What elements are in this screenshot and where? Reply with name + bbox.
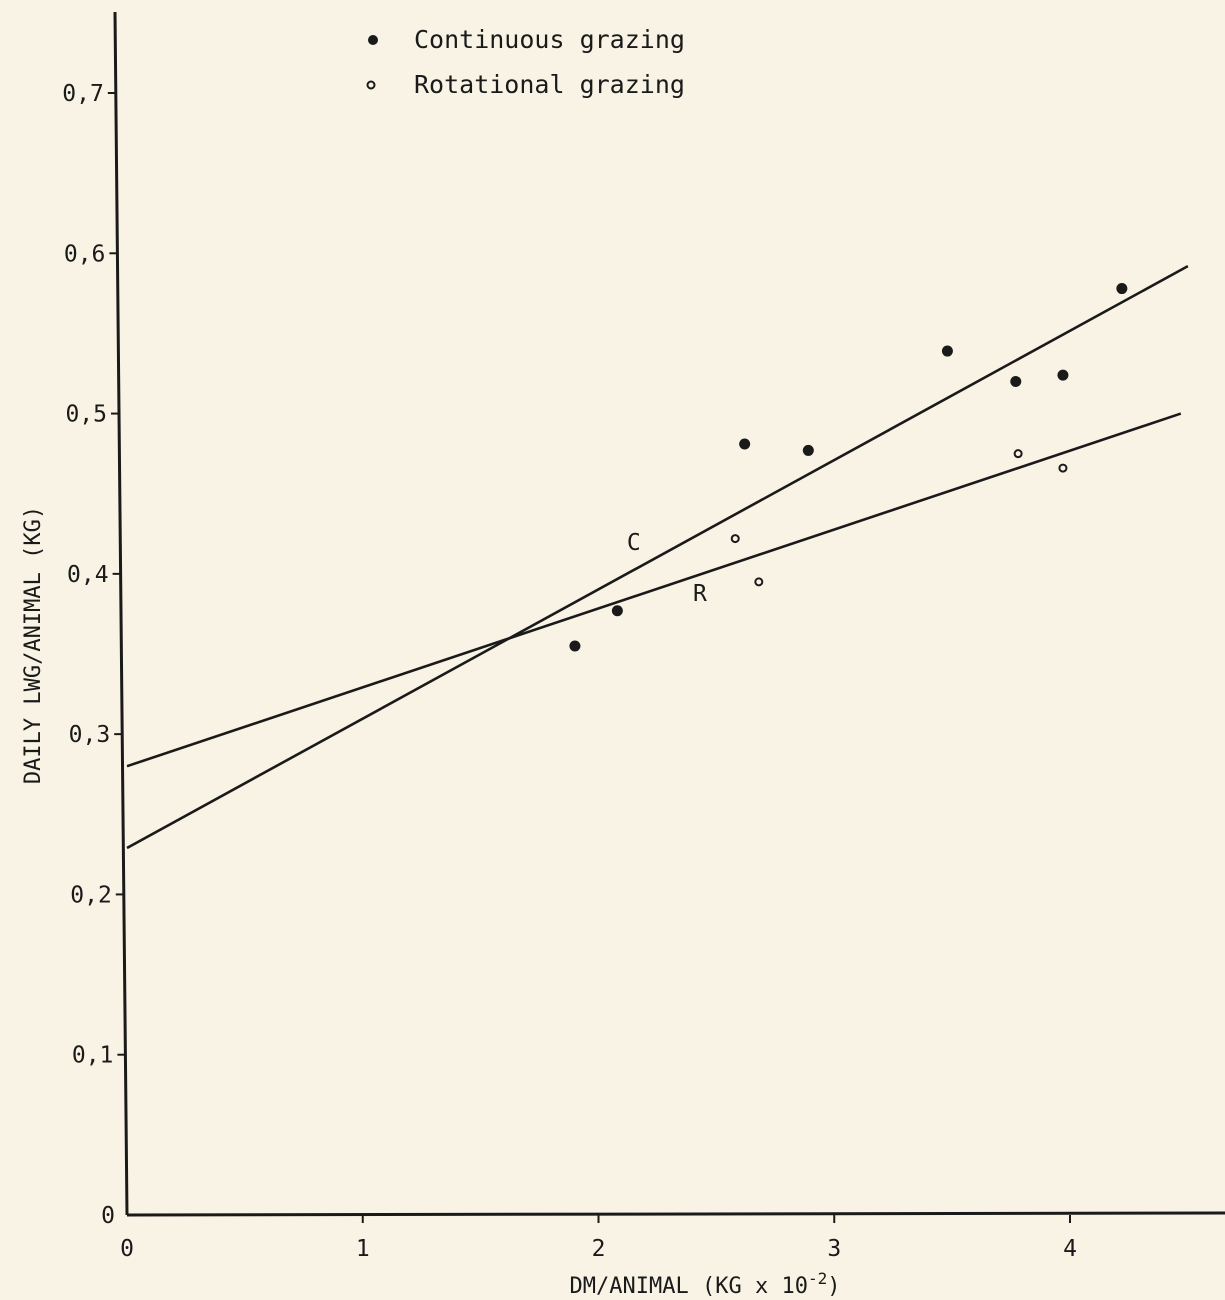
continuous-fit-line bbox=[126, 264, 1189, 850]
legend-label: Continuous grazing bbox=[414, 25, 685, 54]
line-label-c: C bbox=[627, 530, 641, 556]
y-tick-label: 0,2 bbox=[70, 882, 112, 908]
legend-marker-continuous bbox=[368, 35, 378, 45]
x-axis-line bbox=[126, 1211, 1225, 1217]
legend-label: Rotational grazing bbox=[414, 70, 685, 99]
x-tick-label: 1 bbox=[356, 1236, 370, 1262]
continuous-grazing-point bbox=[802, 444, 814, 456]
continuous-grazing-point bbox=[1057, 369, 1069, 381]
line-label-r: R bbox=[693, 581, 707, 607]
legend: Continuous grazing Rotational grazing bbox=[366, 25, 685, 99]
y-tick-label: 0,7 bbox=[62, 81, 104, 107]
rotational-grazing-point bbox=[1013, 449, 1023, 459]
continuous-grazing-point bbox=[941, 345, 953, 357]
x-tick-label: 3 bbox=[827, 1236, 841, 1262]
y-axis-title: DAILY LWG/ANIMAL (KG) bbox=[21, 506, 46, 784]
y-tick-label: 0,1 bbox=[72, 1043, 114, 1069]
y-tick-label: 0,3 bbox=[69, 722, 111, 748]
y-tick-label: 0,5 bbox=[65, 402, 107, 428]
x-tick-label: 4 bbox=[1063, 1236, 1077, 1262]
y-axis-line bbox=[113, 11, 129, 1216]
axes: 0 0,1 0,2 0,3 0,4 0,5 0,6 0,7 0 1 2 3 4 bbox=[62, 11, 1225, 1262]
x-tick-label: 2 bbox=[592, 1236, 606, 1262]
continuous-grazing-point bbox=[1010, 376, 1022, 388]
legend-marker-rotational bbox=[366, 80, 376, 90]
y-tick-label: 0 bbox=[101, 1203, 115, 1229]
continuous-grazing-point bbox=[739, 438, 751, 450]
line-labels: CR bbox=[627, 530, 707, 607]
x-axis-title-suffix: ) bbox=[827, 1274, 840, 1299]
fit-lines bbox=[126, 264, 1189, 850]
rotational-fit-line bbox=[126, 412, 1182, 768]
continuous-grazing-point bbox=[1116, 283, 1128, 295]
x-tick-label: 0 bbox=[120, 1236, 134, 1262]
rotational-grazing-point bbox=[754, 577, 764, 587]
rotational-grazing-point bbox=[730, 534, 740, 544]
x-axis-title-exponent: -2 bbox=[808, 1269, 827, 1288]
y-tick-label: 0,4 bbox=[67, 562, 109, 588]
data-points bbox=[569, 283, 1128, 652]
rotational-grazing-point bbox=[1058, 463, 1068, 473]
continuous-grazing-point bbox=[611, 605, 623, 617]
continuous-grazing-point bbox=[569, 640, 581, 652]
x-axis-title: DM/ANIMAL (KG x 10-2) bbox=[570, 1269, 841, 1299]
y-tick-label: 0,6 bbox=[64, 241, 106, 267]
